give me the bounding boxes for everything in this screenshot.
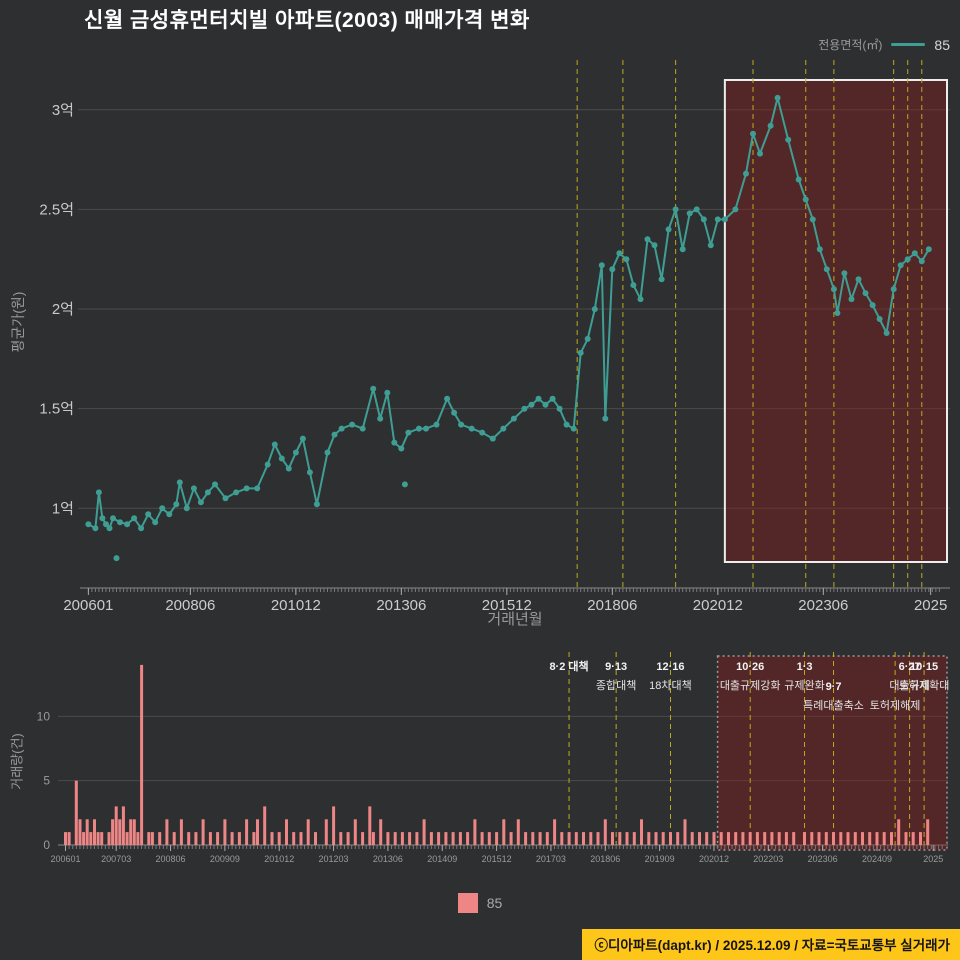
svg-text:10·15: 10·15 xyxy=(910,661,938,673)
footer-credit: ⓒ디아파트(dapt.kr) / 2025.12.09 / 자료=국토교통부 실… xyxy=(582,929,960,960)
svg-text:6·27: 6·27 xyxy=(899,661,921,673)
svg-text:200806: 200806 xyxy=(165,597,215,614)
svg-text:0: 0 xyxy=(43,838,50,852)
x-axis-title-date: 거래년월 xyxy=(487,611,543,628)
svg-text:토허제확대: 토허제확대 xyxy=(899,679,950,692)
svg-text:201703: 201703 xyxy=(536,854,566,864)
svg-text:200909: 200909 xyxy=(210,854,240,864)
svg-text:201512: 201512 xyxy=(482,854,512,864)
svg-text:201909: 201909 xyxy=(645,854,675,864)
svg-text:10·26: 10·26 xyxy=(736,661,764,673)
svg-text:201806: 201806 xyxy=(590,854,620,864)
svg-text:200806: 200806 xyxy=(156,854,186,864)
legend-bottom[interactable]: 85 xyxy=(0,893,960,913)
svg-text:토허제해제: 토허제해제 xyxy=(870,698,921,712)
svg-text:1.5억: 1.5억 xyxy=(39,401,74,418)
svg-text:200703: 200703 xyxy=(101,854,131,864)
legend-line-swatch xyxy=(891,43,926,46)
svg-text:200601: 200601 xyxy=(63,597,113,614)
svg-text:201012: 201012 xyxy=(271,597,321,614)
svg-text:특례대출축소: 특례대출축소 xyxy=(803,699,864,712)
svg-text:2025: 2025 xyxy=(923,854,943,864)
svg-text:202012: 202012 xyxy=(693,597,743,614)
svg-text:2.5억: 2.5억 xyxy=(39,201,74,218)
svg-text:18차대책: 18차대책 xyxy=(649,679,692,692)
svg-text:종합대책: 종합대책 xyxy=(596,679,636,692)
svg-text:201306: 201306 xyxy=(376,597,426,614)
svg-text:2억: 2억 xyxy=(52,301,74,318)
svg-text:202306: 202306 xyxy=(808,854,838,864)
legend-area-label: 전용면적(㎡) xyxy=(818,38,883,52)
svg-text:1억: 1억 xyxy=(52,500,74,517)
svg-text:201512: 201512 xyxy=(482,597,532,614)
svg-text:202012: 202012 xyxy=(699,854,729,864)
svg-text:201203: 201203 xyxy=(319,854,349,864)
svg-text:12·16: 12·16 xyxy=(656,661,684,673)
svg-text:대출규제: 대출규제 xyxy=(889,679,929,692)
svg-text:규제완화: 규제완화 xyxy=(784,679,824,692)
svg-text:3억: 3억 xyxy=(52,102,74,119)
svg-text:9·7: 9·7 xyxy=(826,681,842,693)
page-title: 신월 금성휴먼터치빌 아파트(2003) 매매가격 변화 xyxy=(84,9,530,32)
svg-text:5: 5 xyxy=(43,774,50,788)
svg-text:202306: 202306 xyxy=(798,597,848,614)
svg-text:2025: 2025 xyxy=(914,597,947,614)
legend-bar-label-85: 85 xyxy=(486,895,503,911)
legend-bar-swatch xyxy=(457,893,478,913)
svg-text:201806: 201806 xyxy=(587,597,637,614)
svg-text:8·2 대책: 8·2 대책 xyxy=(549,659,588,673)
svg-text:10: 10 xyxy=(37,709,51,723)
legend-series-85[interactable]: 85 xyxy=(934,36,950,53)
svg-text:202409: 202409 xyxy=(862,854,892,864)
svg-text:1·3: 1·3 xyxy=(797,661,813,673)
svg-text:9·13: 9·13 xyxy=(605,661,627,673)
svg-text:201409: 201409 xyxy=(427,854,457,864)
svg-text:201306: 201306 xyxy=(373,854,403,864)
svg-text:대출규제강화: 대출규제강화 xyxy=(720,679,781,692)
svg-text:200601: 200601 xyxy=(50,854,80,864)
svg-text:201012: 201012 xyxy=(264,854,294,864)
svg-text:202203: 202203 xyxy=(753,854,783,864)
legend-top: 전용면적(㎡) 85 xyxy=(818,36,950,53)
